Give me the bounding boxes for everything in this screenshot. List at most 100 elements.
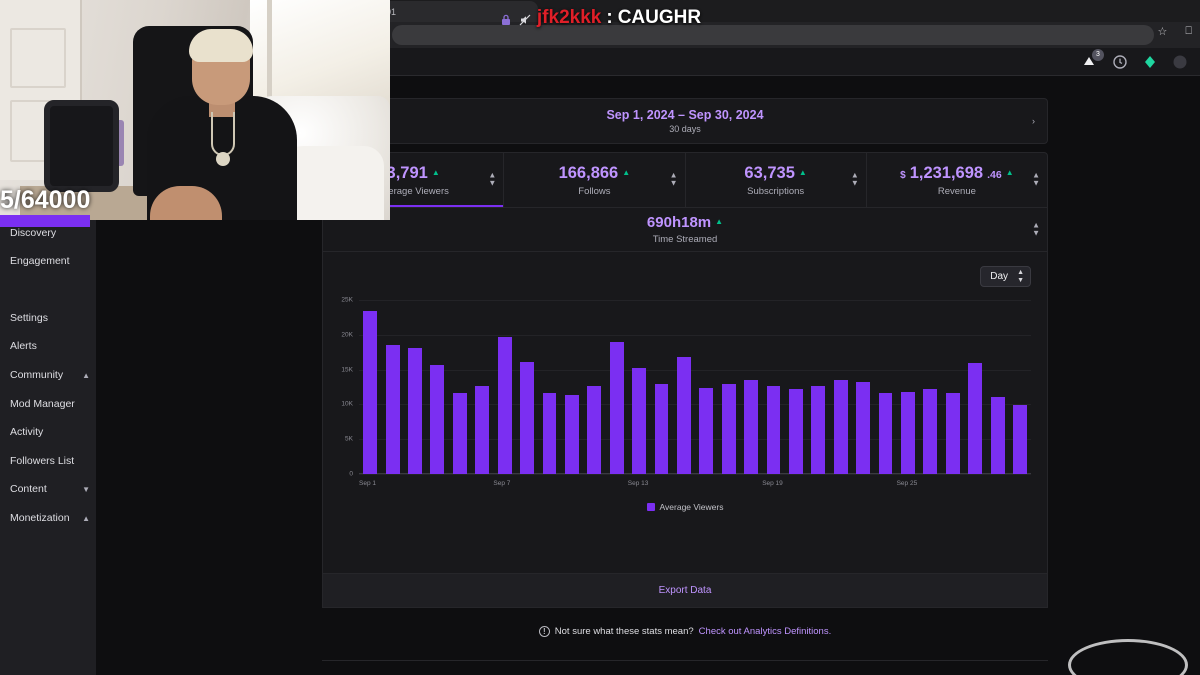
bits-icon[interactable] — [1142, 54, 1158, 70]
sidebar-item-content[interactable]: Content ▼ — [0, 475, 96, 504]
analytics-definitions-link[interactable]: Check out Analytics Definitions. — [698, 626, 832, 637]
chart-bar[interactable] — [856, 382, 871, 474]
chart-bar[interactable] — [587, 386, 602, 474]
chart-bar-slot[interactable] — [381, 300, 403, 474]
chart-bar[interactable] — [452, 393, 467, 474]
section-divider — [322, 660, 1048, 661]
chart-bar[interactable] — [609, 342, 624, 474]
chart-bar-slot[interactable] — [359, 300, 381, 474]
stat-cents: .46 — [987, 168, 1002, 181]
chart-bar[interactable] — [788, 389, 803, 474]
chart-bar[interactable] — [475, 386, 490, 474]
chart-bar[interactable] — [833, 380, 848, 474]
sidebar-item-community[interactable]: Community ▲ — [0, 361, 96, 390]
sidebar-item-settings[interactable]: Settings — [0, 304, 96, 333]
date-range-value: Sep 1, 2024 – Sep 30, 2024 — [606, 108, 764, 122]
chart-bar[interactable] — [878, 392, 893, 474]
stat-revenue[interactable]: $1,231,698.46 ▲ Revenue ▲ ▼ — [867, 153, 1047, 207]
chart-bar[interactable] — [654, 384, 669, 474]
chart-bar[interactable] — [990, 396, 1005, 474]
chart-bar-slot[interactable] — [897, 300, 919, 474]
date-range-selector[interactable]: Sep 1, 2024 – Sep 30, 2024 30 days › — [322, 98, 1048, 144]
chart-bar[interactable] — [945, 393, 960, 474]
chart-bar[interactable] — [363, 311, 378, 474]
chart-bar[interactable] — [1013, 405, 1027, 474]
chart-bar-slot[interactable] — [583, 300, 605, 474]
chart-bar-slot[interactable] — [852, 300, 874, 474]
chart-bar-slot[interactable] — [628, 300, 650, 474]
profile-icon[interactable] — [1172, 54, 1188, 70]
export-data-button[interactable]: Export Data — [322, 574, 1048, 608]
stream-counter-value: 5/64000 — [0, 185, 91, 214]
sidebar-item-mod-manager[interactable]: Mod Manager — [0, 389, 96, 418]
sort-icon[interactable]: ▲ ▼ — [1032, 170, 1040, 188]
chart-bar[interactable] — [901, 391, 915, 474]
chart-bar-slot[interactable] — [650, 300, 672, 474]
chart-bar[interactable] — [766, 386, 781, 474]
chart-bar-slot[interactable] — [830, 300, 852, 474]
chart-bar-slot[interactable] — [493, 300, 515, 474]
chart-bar[interactable] — [520, 361, 534, 474]
chart-bar-slot[interactable] — [1009, 300, 1031, 474]
whisper-icon[interactable]: 3 — [1082, 49, 1104, 70]
sidebar-item-discovery[interactable]: Discovery — [0, 218, 96, 247]
granularity-select[interactable]: Day ▲ ▼ — [980, 266, 1031, 287]
chart-bar-slot[interactable] — [449, 300, 471, 474]
trend-up-icon: ▲ — [715, 217, 724, 226]
chart-bar-slot[interactable] — [673, 300, 695, 474]
chart-bar-slot[interactable] — [695, 300, 717, 474]
chart-bar-slot[interactable] — [942, 300, 964, 474]
chart-bar[interactable] — [744, 380, 759, 474]
chart-bar-slot[interactable] — [426, 300, 448, 474]
chart-bar-slot[interactable] — [471, 300, 493, 474]
star-icon[interactable]: ☆ — [1157, 26, 1168, 38]
chart-bar-slot[interactable] — [807, 300, 829, 474]
stat-average-viewers[interactable]: 3,791 ▲ Average Viewers ▲ ▼ — [323, 153, 505, 207]
sort-icon[interactable]: ▲ ▼ — [669, 170, 678, 188]
address-bar[interactable] — [392, 25, 1154, 45]
chart-bars — [359, 300, 1031, 474]
chart-bar[interactable] — [430, 364, 445, 474]
chart-bar-slot[interactable] — [740, 300, 762, 474]
chart-bar[interactable] — [497, 336, 512, 474]
chart-bar[interactable] — [676, 357, 691, 474]
chart-bar-slot[interactable] — [964, 300, 986, 474]
stream-counter-overlay: 5/64000 — [0, 185, 96, 215]
chart-bar[interactable] — [385, 344, 400, 474]
notifications-icon[interactable] — [1112, 54, 1128, 70]
chart-bar[interactable] — [968, 363, 983, 474]
chart-bar-slot[interactable] — [516, 300, 538, 474]
chevron-right-icon[interactable]: › — [1032, 116, 1035, 126]
stat-time-streamed[interactable]: 690h18m ▲ Time Streamed ▲ ▼ — [322, 208, 1048, 252]
chart-bar-slot[interactable] — [986, 300, 1008, 474]
stat-subscriptions[interactable]: 63,735 ▲ Subscriptions ▲ ▼ — [686, 153, 867, 207]
sort-icon[interactable]: ▲ ▼ — [850, 170, 859, 188]
sort-icon[interactable]: ▲ ▼ — [1032, 220, 1040, 238]
chart-bar-slot[interactable] — [785, 300, 807, 474]
sidebar-item-followers-list[interactable]: Followers List — [0, 447, 96, 476]
chart-bar-slot[interactable] — [718, 300, 740, 474]
chart-bar-slot[interactable] — [874, 300, 896, 474]
sidebar-item-monetization[interactable]: Monetization ▲ — [0, 504, 96, 533]
sidebar-item-engagement[interactable]: Engagement — [0, 247, 96, 276]
sort-icon[interactable]: ▲ ▼ — [488, 170, 497, 188]
trend-up-icon: ▲ — [431, 167, 440, 177]
sidebar-item-activity[interactable]: Activity — [0, 418, 96, 447]
chart-bar[interactable] — [542, 393, 557, 474]
chart-bar[interactable] — [408, 348, 422, 474]
chart-bar[interactable] — [564, 394, 579, 474]
chart-bar-slot[interactable] — [605, 300, 627, 474]
chart-bar-slot[interactable] — [538, 300, 560, 474]
cast-icon[interactable]: ⎕ — [1185, 25, 1192, 37]
chart-bar[interactable] — [699, 387, 714, 474]
chart-bar[interactable] — [811, 385, 826, 474]
chart-bar-slot[interactable] — [762, 300, 784, 474]
stat-follows[interactable]: 166,866 ▲ Follows ▲ ▼ — [504, 153, 686, 207]
chart-bar-slot[interactable] — [404, 300, 426, 474]
sidebar-item-alerts[interactable]: Alerts — [0, 332, 96, 361]
chart-bar[interactable] — [721, 384, 736, 474]
chart-bar[interactable] — [923, 389, 938, 474]
chart-bar-slot[interactable] — [561, 300, 583, 474]
chart-bar[interactable] — [632, 368, 647, 474]
chart-bar-slot[interactable] — [919, 300, 941, 474]
